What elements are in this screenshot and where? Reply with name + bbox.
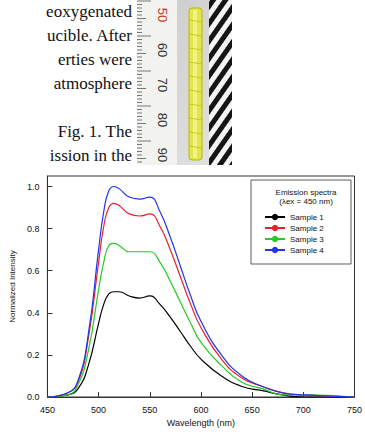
svg-text:50: 50 xyxy=(155,8,170,22)
html-text:atmosphere: atmosphere xyxy=(53,74,132,93)
html-text:Fig. 1. The: Fig. 1. The xyxy=(57,122,132,141)
svg-text:1.0: 1.0 xyxy=(27,182,40,192)
svg-text:0.4: 0.4 xyxy=(27,308,40,318)
html-text:erties were: erties were xyxy=(57,50,132,69)
svg-text:Normalized Intensity: Normalized Intensity xyxy=(8,250,17,322)
svg-text:650: 650 xyxy=(245,405,260,415)
svg-text:Sample 1: Sample 1 xyxy=(290,213,324,222)
svg-text:(λex = 450 nm): (λex = 450 nm) xyxy=(279,197,333,206)
svg-text:60: 60 xyxy=(155,43,170,57)
svg-text:500: 500 xyxy=(91,405,106,415)
svg-text:600: 600 xyxy=(193,405,208,415)
svg-text:750: 750 xyxy=(347,405,362,415)
svg-text:450: 450 xyxy=(40,405,55,415)
svg-text:0.6: 0.6 xyxy=(27,266,40,276)
svg-text:0.2: 0.2 xyxy=(27,350,40,360)
svg-text:Sample 2: Sample 2 xyxy=(290,224,324,233)
svg-text:Sample 3: Sample 3 xyxy=(290,235,324,244)
svg-text:70: 70 xyxy=(155,78,170,92)
svg-text:0.8: 0.8 xyxy=(27,224,40,234)
svg-text:Wavelength (nm): Wavelength (nm) xyxy=(167,418,235,428)
svg-text:550: 550 xyxy=(142,405,157,415)
svg-text:Emission spectra: Emission spectra xyxy=(276,188,337,197)
svg-text:90: 90 xyxy=(155,148,170,162)
svg-text:0.0: 0.0 xyxy=(27,392,40,402)
html-text:eoxygenated: eoxygenated xyxy=(46,2,132,21)
html-text:ucible. After: ucible. After xyxy=(47,26,132,45)
svg-text:Sample 4: Sample 4 xyxy=(290,246,324,255)
svg-text:80: 80 xyxy=(155,113,170,127)
svg-text:700: 700 xyxy=(296,405,311,415)
html-text:ission in the: ission in the xyxy=(49,146,132,165)
